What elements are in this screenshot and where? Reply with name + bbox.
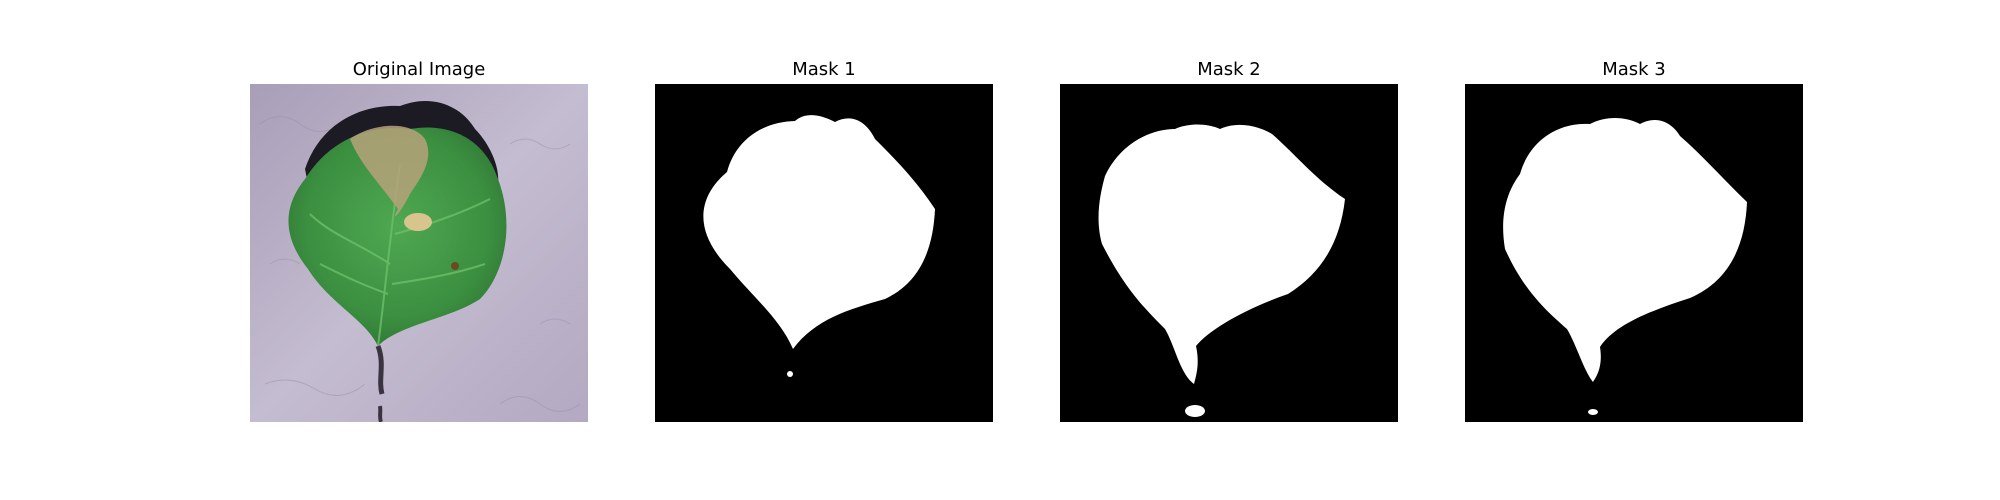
mask-3-panel: Mask 3: [1465, 56, 1803, 422]
panel-title: Mask 1: [792, 59, 856, 80]
panel-title: Mask 3: [1602, 59, 1666, 80]
mask-1-panel: Mask 1: [655, 56, 993, 422]
original-image-panel: Original Image: [250, 56, 588, 422]
mask-2-image: [1060, 84, 1398, 422]
mask-3-image: [1465, 84, 1803, 422]
mask-1-image: [655, 84, 993, 422]
panel-title: Original Image: [352, 59, 486, 80]
original-leaf-image: [250, 84, 588, 422]
mask-2-panel: Mask 2: [1060, 56, 1398, 422]
panel-title: Mask 2: [1197, 59, 1261, 80]
